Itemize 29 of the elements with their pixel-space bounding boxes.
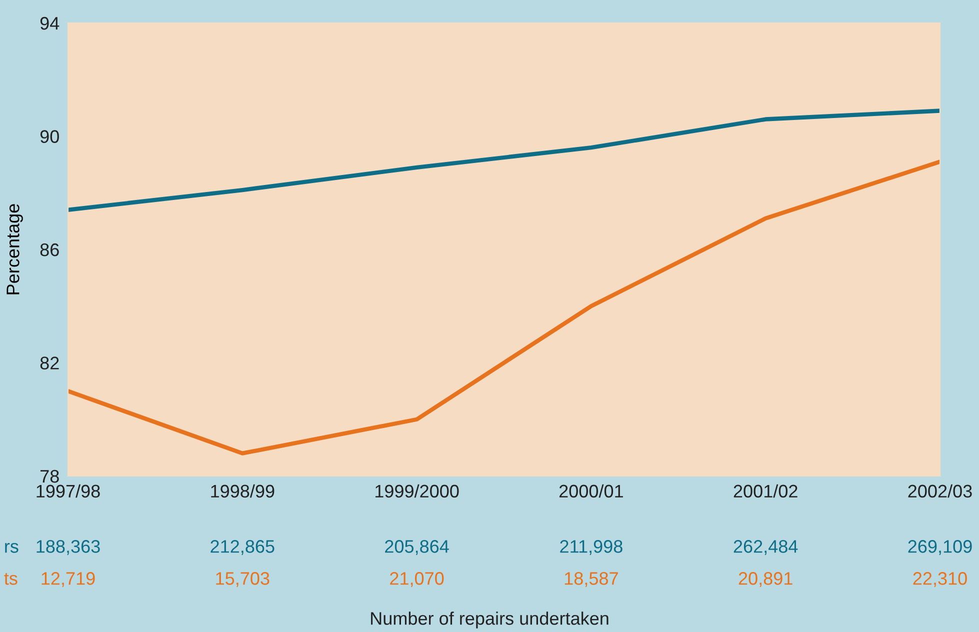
y-tick-label: 90 bbox=[40, 130, 59, 143]
text: 18,587 bbox=[564, 572, 618, 587]
line-series bbox=[68, 108, 940, 212]
text: 21,070 bbox=[390, 572, 444, 587]
text: rs bbox=[5, 542, 18, 553]
line-series bbox=[68, 160, 940, 456]
x-tick-label: 2000/01 bbox=[559, 484, 623, 498]
text: 212,865 bbox=[210, 540, 274, 555]
x-tick-label: 2001/02 bbox=[734, 484, 798, 498]
x-tick-label: 1998/99 bbox=[211, 484, 274, 498]
text: 15,703 bbox=[216, 572, 270, 587]
y-tick-label: 86 bbox=[40, 243, 59, 256]
text: 12,719 bbox=[42, 572, 95, 587]
y-tick-label: 78 bbox=[40, 470, 59, 483]
text: 262,484 bbox=[734, 540, 798, 555]
y-axis-title: Percentage bbox=[6, 204, 23, 294]
text: 22,310 bbox=[913, 572, 967, 587]
text: 188,363 bbox=[36, 540, 100, 555]
text: 205,864 bbox=[385, 540, 449, 555]
x-tick-label: 1999/2000 bbox=[376, 484, 459, 498]
text: ts bbox=[4, 572, 18, 585]
text: 269,109 bbox=[908, 540, 972, 555]
x-tick-label: 1997/98 bbox=[36, 484, 100, 498]
y-tick-label: 94 bbox=[40, 16, 60, 30]
text: 211,998 bbox=[560, 540, 622, 555]
text: 20,891 bbox=[738, 572, 792, 587]
y-tick-label: 82 bbox=[40, 356, 59, 370]
text: Number of repairs undertaken bbox=[371, 612, 608, 628]
x-tick-label: 2002/03 bbox=[908, 484, 972, 498]
